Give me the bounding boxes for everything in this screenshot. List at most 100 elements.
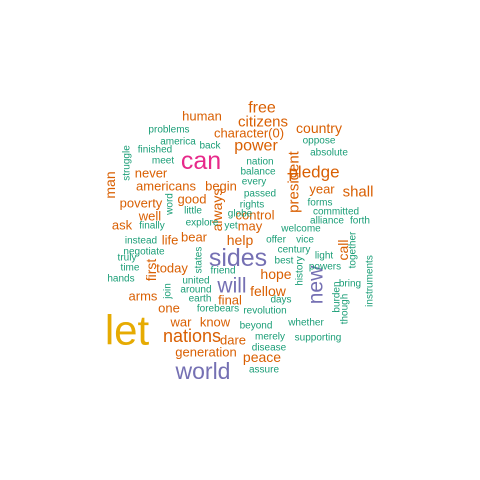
word-forth: forth xyxy=(350,216,370,227)
word-man: man xyxy=(102,171,118,198)
word-time: time xyxy=(121,263,140,274)
word-absolute: absolute xyxy=(310,148,348,159)
word-history: history xyxy=(295,256,306,285)
word-vice: vice xyxy=(296,235,314,246)
word-yet: yet xyxy=(224,221,238,232)
word-explore: explore xyxy=(186,218,219,229)
word-meet: meet xyxy=(152,156,174,167)
word-sides: sides xyxy=(209,244,267,272)
word-light: light xyxy=(315,251,334,262)
word-days: days xyxy=(270,295,291,306)
word-well: well xyxy=(138,209,162,224)
word-peace: peace xyxy=(243,349,281,365)
word-whether: whether xyxy=(287,318,324,329)
word-final: final xyxy=(218,293,242,308)
word-character-0: character(0) xyxy=(214,126,284,141)
word-shall: shall xyxy=(343,184,374,201)
word-call: call xyxy=(335,239,351,260)
word-struggle: struggle xyxy=(122,145,133,181)
word-one: one xyxy=(158,301,180,316)
word-globe: globe xyxy=(228,209,253,220)
word-century: century xyxy=(278,245,311,256)
word-world: world xyxy=(175,358,231,384)
word-powers: powers xyxy=(309,262,341,273)
word-bring: bring xyxy=(339,279,361,290)
word-together: together xyxy=(348,231,359,268)
word-though: though xyxy=(340,294,351,325)
word-burden: burden xyxy=(332,281,343,312)
word-today: today xyxy=(156,261,188,276)
word-forebears: forebears xyxy=(197,304,239,315)
word-americans: americans xyxy=(136,179,196,194)
word-forms: forms xyxy=(308,198,333,209)
word-let: let xyxy=(105,307,150,354)
word-nation: nation xyxy=(246,157,273,168)
word-states: states xyxy=(194,247,205,274)
word-dare: dare xyxy=(220,333,246,348)
word-help: help xyxy=(227,232,254,248)
word-earth: earth xyxy=(189,294,212,305)
word-hope: hope xyxy=(260,266,291,282)
word-citizens: citizens xyxy=(238,114,288,131)
word-supporting: supporting xyxy=(295,333,342,344)
word-always: always xyxy=(209,189,225,232)
word-united: united xyxy=(182,276,209,287)
word-back: back xyxy=(199,141,221,152)
word-truly: truly xyxy=(118,253,137,264)
word-offer: offer xyxy=(266,235,286,246)
word-war: war xyxy=(170,315,193,330)
word-year: year xyxy=(309,182,335,197)
word-committed: committed xyxy=(313,207,359,218)
word-will: will xyxy=(216,275,246,298)
word-problems: problems xyxy=(148,125,189,136)
word-balance: balance xyxy=(240,167,275,178)
word-welcome: welcome xyxy=(280,224,321,235)
word-assure: assure xyxy=(249,365,279,376)
word-new: new xyxy=(305,265,328,304)
word-can: can xyxy=(181,147,221,175)
word-alliance: alliance xyxy=(310,216,344,227)
word-know: know xyxy=(200,315,231,330)
word-oppose: oppose xyxy=(303,136,336,147)
word-revolution: revolution xyxy=(243,306,286,317)
word-country: country xyxy=(296,120,342,136)
word-ask: ask xyxy=(112,218,133,233)
word-begin: begin xyxy=(205,179,237,194)
word-hands: hands xyxy=(107,274,134,285)
word-merely: merely xyxy=(255,332,285,343)
word-finally: finally xyxy=(139,221,165,232)
word-rights: rights xyxy=(240,200,264,211)
word-instead: instead xyxy=(125,236,157,247)
word-finished: finished xyxy=(138,145,172,156)
word-president: president xyxy=(286,150,303,213)
word-control: control xyxy=(235,208,274,223)
word-may: may xyxy=(238,219,263,234)
word-instruments: instruments xyxy=(365,255,376,307)
word-negotiate: negotiate xyxy=(123,247,165,258)
word-pledge: pledge xyxy=(288,163,339,182)
word-america: america xyxy=(160,137,196,148)
word-bear: bear xyxy=(181,230,208,245)
word-best: best xyxy=(275,256,294,267)
word-friend: friend xyxy=(210,266,235,277)
word-power: power xyxy=(234,138,278,155)
word-life: life xyxy=(162,233,179,248)
word-generation: generation xyxy=(175,345,236,360)
word-first: first xyxy=(143,259,159,282)
word-nations: nations xyxy=(163,326,221,346)
word-every: every xyxy=(242,177,266,188)
word-passed: passed xyxy=(244,189,276,200)
word-free: free xyxy=(248,100,276,117)
word-never: never xyxy=(135,166,168,181)
word-disease: disease xyxy=(252,343,287,354)
word-good: good xyxy=(178,192,207,207)
word-around: around xyxy=(180,285,211,296)
word-word: word xyxy=(165,193,176,216)
word-human: human xyxy=(182,109,222,124)
word-fellow: fellow xyxy=(250,283,287,299)
word-arms: arms xyxy=(129,289,158,304)
word-join: join xyxy=(163,283,174,300)
word-poverty: poverty xyxy=(120,196,163,211)
word-beyond: beyond xyxy=(240,321,273,332)
